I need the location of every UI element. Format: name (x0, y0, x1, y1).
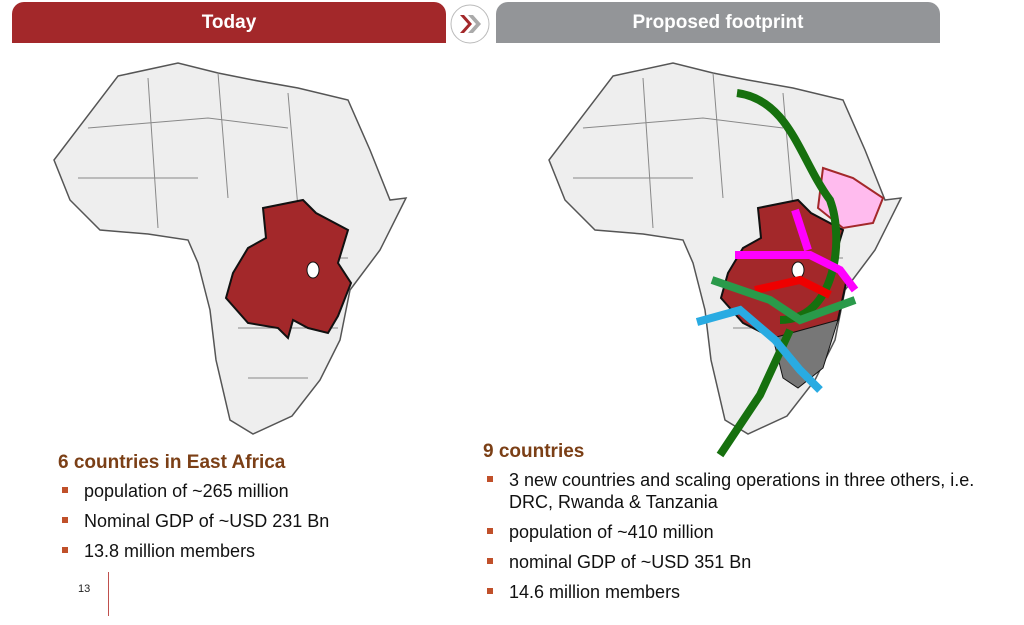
tab-today: Today (12, 2, 446, 43)
page-number: 13 (78, 583, 91, 595)
chevron-arrow-icon (450, 4, 490, 44)
today-heading: 6 countries in East Africa (58, 452, 286, 473)
proposed-summary: 9 countries 3 new countries and scaling … (483, 441, 1023, 611)
tab-proposed-label: Proposed footprint (632, 11, 804, 33)
proposed-heading: 9 countries (483, 441, 585, 462)
east-africa-region (224, 198, 353, 340)
map-today (53, 62, 407, 435)
tab-today-label: Today (201, 11, 257, 33)
today-bullet: 13.8 million members (58, 540, 329, 562)
today-bullet: Nominal GDP of ~USD 231 Bn (58, 510, 329, 532)
tab-proposed: Proposed footprint (496, 2, 940, 43)
map-proposed (548, 62, 902, 435)
route-lines (695, 89, 859, 458)
today-bullet: population of ~265 million (58, 480, 329, 502)
proposed-bullet: nominal GDP of ~USD 351 Bn (483, 551, 1023, 573)
proposed-bullet: population of ~410 million (483, 521, 1023, 543)
page-divider (108, 572, 109, 616)
proposed-bullet: 3 new countries and scaling operations i… (483, 469, 1023, 513)
today-summary: 6 countries in East Africa population of… (58, 452, 329, 570)
proposed-bullet: 14.6 million members (483, 581, 1023, 603)
